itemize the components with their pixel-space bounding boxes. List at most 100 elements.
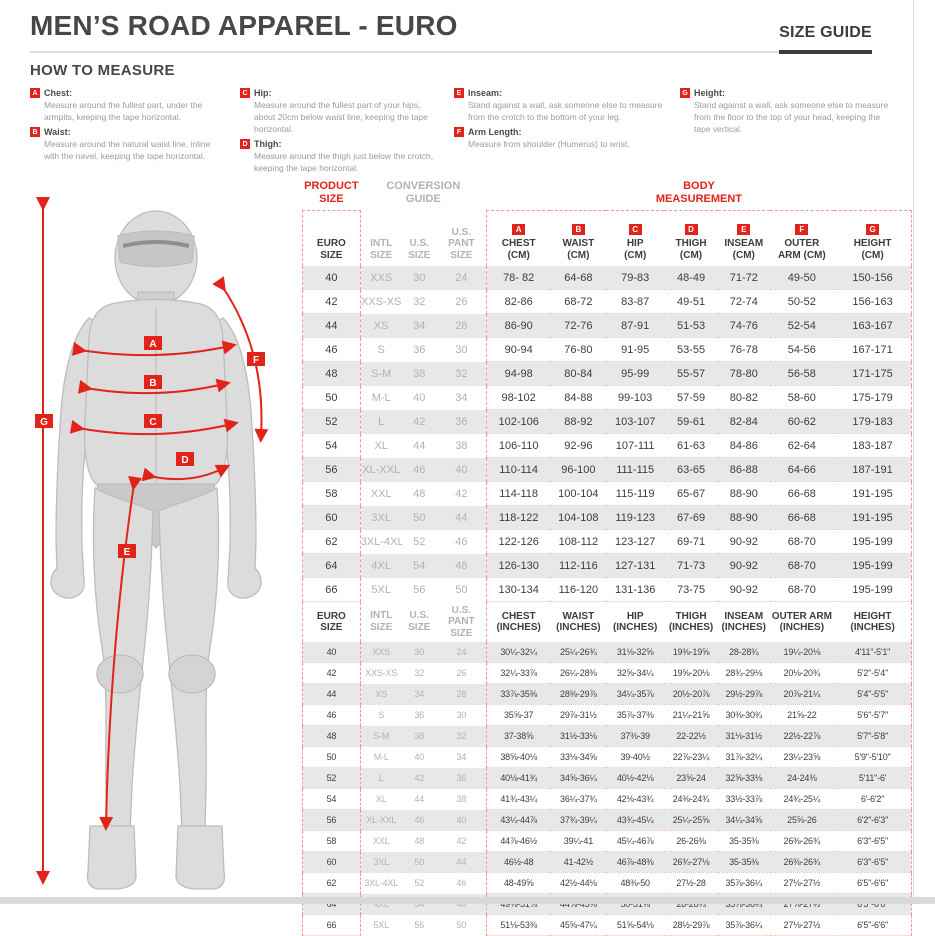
measure-item-waist: B Waist: Measure around the natural waist… xyxy=(30,127,226,162)
cm-row-58: 58 XXL 48 42 114-118 100-104 115-119 65-67 88-90… xyxy=(302,481,913,506)
helmet-visor xyxy=(117,230,195,268)
column-letter-badge: C xyxy=(628,224,642,235)
inch-cell: S-M xyxy=(360,725,402,747)
measure-item-text: Stand against a wall, ask someone else t… xyxy=(694,100,889,135)
cm-cell: 115-119 xyxy=(606,481,665,506)
cm-cell: 50 xyxy=(455,583,468,596)
measure-item-title: Waist: xyxy=(44,127,71,138)
cm-cell: 68-70 xyxy=(769,529,835,554)
cm-cell: 48 xyxy=(302,361,361,386)
inch-cell: 34 xyxy=(401,683,437,705)
badge-g-label: G xyxy=(40,417,48,428)
cm-cell: 5XL xyxy=(371,583,391,596)
inch-cell: 37⅜-39 xyxy=(606,725,665,747)
page-bottom-edge xyxy=(0,897,935,904)
badge-b-label: B xyxy=(149,378,156,389)
cm-column-header: A CHEST (CM) xyxy=(485,210,551,266)
measure-item-text: Measure around the thigh just below the … xyxy=(254,151,434,174)
inch-cell: 34 xyxy=(456,752,467,762)
cm-cell: 59-61 xyxy=(664,409,719,434)
inch-cell: 51⅛-53⅜ xyxy=(485,914,551,936)
cm-row-62: 62 3XL-4XL 52 46 122-126 108-112 123-127 69-71 9… xyxy=(302,529,913,554)
inch-cell: 34⅝-36¼ xyxy=(550,767,607,789)
cm-cell: 71-72 xyxy=(718,266,770,290)
cm-cell: 49-51 xyxy=(664,289,719,314)
visor-slit xyxy=(122,240,190,248)
inch-cell: 41-42½ xyxy=(550,851,607,873)
inch-cell: 27⅛-27½ xyxy=(769,914,835,936)
inch-cell: 26¾-27⅛ xyxy=(664,851,719,873)
badge-f-icon xyxy=(247,352,265,366)
cm-cell: 57-59 xyxy=(664,385,719,410)
cm-cell: 50 xyxy=(401,505,437,530)
inch-cell: 24 xyxy=(436,642,487,663)
inch-row-46: 46 S 36 30 35⅝-37 29⅞-31½ 35⅞-37⅜ 21¼-21⅝ 30⅜-30… xyxy=(302,704,913,726)
cm-cell: 69-71 xyxy=(664,529,719,554)
inch-cell: 35⅞-37⅜ xyxy=(606,704,665,726)
inch-cell: 39-40½ xyxy=(606,746,665,768)
inch-cell: 21¼-21⅝ xyxy=(664,704,719,726)
inch-cell: 28¾-29⅛ xyxy=(718,662,770,684)
inch-cell: 22⅞-23¼ xyxy=(664,746,719,768)
inch-cell: 48-49⅝ xyxy=(485,872,551,894)
measure-item-hip: C Hip: Measure around the fullest part of… xyxy=(240,88,440,135)
cm-cell: 58-60 xyxy=(769,385,835,410)
inches-column-header: CHEST (INCHES) xyxy=(485,601,551,642)
inch-row-42: 42 XXS-XS 32 26 32¼-33⅞ 26¼-28⅜ 32⅝-34¼ 19⅝-20⅛… xyxy=(302,662,913,684)
column-letter-badge: E xyxy=(737,224,751,235)
inch-cell: 22½-22⅞ xyxy=(769,725,835,747)
inch-cell: 26 xyxy=(456,668,467,678)
inch-cell: 45¼-46⅞ xyxy=(606,830,665,852)
cm-row-56: 56 XL-XXL 46 40 110-114 96-100 111-115 63-65 86-… xyxy=(302,457,913,482)
cm-column-header: C HIP (CM) xyxy=(606,210,665,266)
badge-e-label: E xyxy=(124,547,131,558)
cm-row-40: 40 XXS 30 24 78- 82 64-68 79-83 48-49 71-72 49-50… xyxy=(302,266,913,290)
cm-cell: 110-114 xyxy=(485,457,551,482)
cm-cell: 66 xyxy=(302,577,361,602)
cm-cell: 183-187 xyxy=(834,433,913,458)
cm-cell: 163-167 xyxy=(834,313,913,338)
cm-cell: 90-92 xyxy=(718,553,770,578)
cm-cell: 34 xyxy=(401,313,437,338)
inches-column-header: WAIST (INCHES) xyxy=(556,610,601,634)
inch-cell: 36 xyxy=(414,710,425,720)
inch-cell: XXL xyxy=(373,836,390,846)
measure-item-title: Arm Length: xyxy=(468,127,522,138)
inch-cell: 38⅝-40⅛ xyxy=(485,746,551,768)
cm-cell: 63-65 xyxy=(664,457,719,482)
cm-cell: 68-70 xyxy=(769,577,835,602)
cm-header-row: EURO SIZE INTL SIZE U.S. SIZE U.S. PANT SIZ… xyxy=(302,210,913,266)
inch-cell: 46⅞-48⅜ xyxy=(606,851,665,873)
product-size-header: PRODUCT SIZE xyxy=(304,180,359,205)
cm-cell: 123-127 xyxy=(606,529,665,554)
cm-cell: 131-136 xyxy=(606,577,665,602)
inches-column-header: HIP (INCHES) xyxy=(612,610,658,634)
cm-row-42: 42 XXS-XS 32 26 82-86 68-72 83-87 49-51 72-74 50-… xyxy=(302,289,913,314)
inch-cell: 5'2"-5'4" xyxy=(834,662,913,684)
cm-cell: 100-104 xyxy=(550,481,607,506)
inch-cell: L xyxy=(360,767,402,789)
inch-row-60: 60 3XL 50 44 46½-48 41-42½ 46⅞-48⅜ 26¾-27⅛ 35-35… xyxy=(302,851,913,873)
inch-cell: 28-28¾ xyxy=(718,642,770,663)
cm-column-header: U.S. SIZE xyxy=(408,238,431,261)
cm-cell: 53-55 xyxy=(664,337,719,362)
column-letter-badge: D xyxy=(684,224,698,235)
cm-cell: 171-175 xyxy=(834,361,913,386)
measurement-figure: A B C D E F G xyxy=(18,186,300,898)
badge-c-label: C xyxy=(149,417,156,428)
badge-b-icon xyxy=(144,375,162,389)
cm-cell: 126-130 xyxy=(485,553,551,578)
cm-cell: 195-199 xyxy=(834,577,913,602)
cm-cell: 3XL-4XL xyxy=(360,535,402,548)
inch-cell: 28½-29⅞ xyxy=(664,914,719,936)
inch-cell: 30¼-32¼ xyxy=(485,642,551,663)
cm-cell: 66-68 xyxy=(769,505,835,530)
cm-cell: 42 xyxy=(401,409,437,434)
cm-cell: 55-57 xyxy=(664,361,719,386)
cm-cell: 26 xyxy=(455,295,468,308)
inch-cell: 30⅜-30¾ xyxy=(718,704,770,726)
inch-row-62: 62 3XL-4XL 52 46 48-49⅝ 42½-44⅛ 48⅜-50 27½-28 35… xyxy=(302,872,913,894)
inch-cell: 27⅛-27½ xyxy=(769,872,835,894)
inch-row-66: 66 5XL 56 50 51⅛-53⅜ 45⅝-47¼ 51⅝-54⅛ 28½-29⅞ 35⅞… xyxy=(302,914,913,936)
cm-cell: S xyxy=(377,343,385,356)
